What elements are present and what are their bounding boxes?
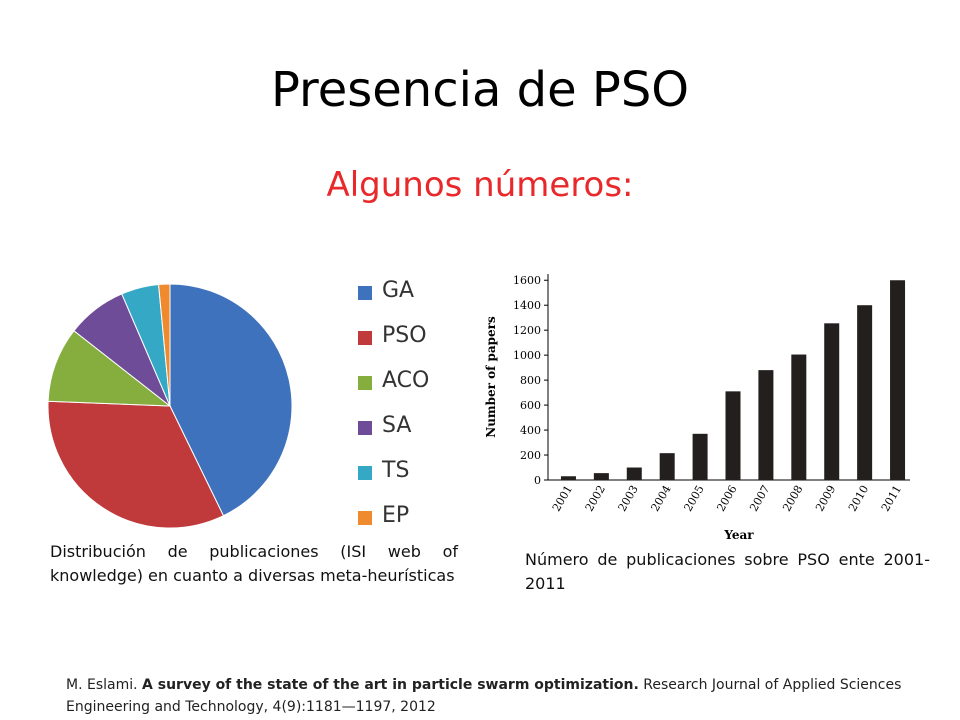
bar-2006 (725, 391, 741, 480)
y-tick-label: 800 (520, 374, 541, 387)
bar-2008 (791, 354, 807, 480)
reference-citation: M. Eslami. A survey of the state of the … (66, 674, 926, 718)
legend-label: GA (382, 278, 415, 303)
bar-2009 (824, 323, 840, 480)
pie-slice-aco (47, 330, 172, 407)
legend-swatch (358, 466, 372, 480)
y-axis-label: Number of papers (484, 316, 498, 438)
x-tick-label: 2007 (747, 483, 772, 514)
legend-swatch (358, 421, 372, 435)
legend-item-pso: PSO (358, 319, 468, 364)
legend-swatch (358, 331, 372, 345)
x-tick-label: 2003 (616, 483, 641, 514)
x-axis-label: Year (723, 528, 754, 540)
y-tick-label: 1200 (513, 324, 541, 337)
legend-item-ga: GA (358, 274, 468, 319)
legend-item-ep: EP (358, 499, 468, 544)
x-tick-label: 2004 (649, 483, 674, 514)
bar-2002 (593, 473, 609, 480)
bar-2004 (659, 453, 675, 480)
reference-source: Research Journal of Applied Sciences Eng… (66, 677, 902, 715)
legend-item-sa: SA (358, 409, 468, 454)
y-tick-label: 400 (520, 424, 541, 437)
legend-swatch (358, 376, 372, 390)
x-tick-label: 2006 (714, 483, 739, 514)
bar-caption: Número de publicaciones sobre PSO ente 2… (525, 550, 930, 593)
bar-2011 (890, 280, 906, 480)
legend-label: TS (382, 458, 410, 483)
y-tick-label: 600 (520, 399, 541, 412)
legend-label: PSO (382, 323, 427, 348)
bar-2005 (692, 433, 708, 480)
y-tick-label: 0 (534, 474, 541, 487)
pie-legend: GA PSO ACO SA TS EP (358, 274, 468, 544)
slide-subtitle: Algunos números: (326, 165, 634, 205)
y-tick-label: 200 (520, 449, 541, 462)
legend-item-aco: ACO (358, 364, 468, 409)
slide-title: Presencia de PSO (270, 62, 690, 118)
reference-title: A survey of the state of the art in part… (142, 677, 639, 693)
bar-2010 (857, 305, 873, 480)
x-tick-label: 2001 (550, 483, 575, 514)
y-tick-label: 1600 (513, 274, 541, 287)
legend-label: ACO (382, 368, 430, 393)
bar-chart: 0 200 400 600 800 1000 1200 1400 1600 2001 2002 200… (484, 274, 910, 540)
pie-slice-ep (158, 283, 171, 407)
x-tick-label: 2008 (780, 483, 805, 514)
legend-item-ts: TS (358, 454, 468, 499)
pie-chart (47, 283, 293, 529)
x-tick-label: 2002 (583, 483, 608, 514)
legend-swatch (358, 286, 372, 300)
reference-author: M. Eslami. (66, 677, 138, 693)
legend-swatch (358, 511, 372, 525)
y-tick-label: 1000 (513, 349, 541, 362)
x-tick-label: 2011 (879, 483, 904, 514)
legend-label: SA (382, 413, 412, 438)
bar-2007 (758, 370, 774, 480)
y-tick-label: 1400 (513, 299, 541, 312)
pie-slice-ga (169, 283, 293, 517)
legend-label: EP (382, 503, 410, 528)
pie-slice-pso (47, 400, 225, 529)
bar-2001 (560, 476, 576, 480)
x-tick-label: 2005 (681, 483, 706, 514)
bar-2003 (626, 467, 642, 480)
x-tick-label: 2009 (813, 483, 838, 514)
pie-caption: Distribución de publicaciones (ISI web o… (50, 542, 458, 585)
x-tick-label: 2010 (846, 483, 871, 514)
